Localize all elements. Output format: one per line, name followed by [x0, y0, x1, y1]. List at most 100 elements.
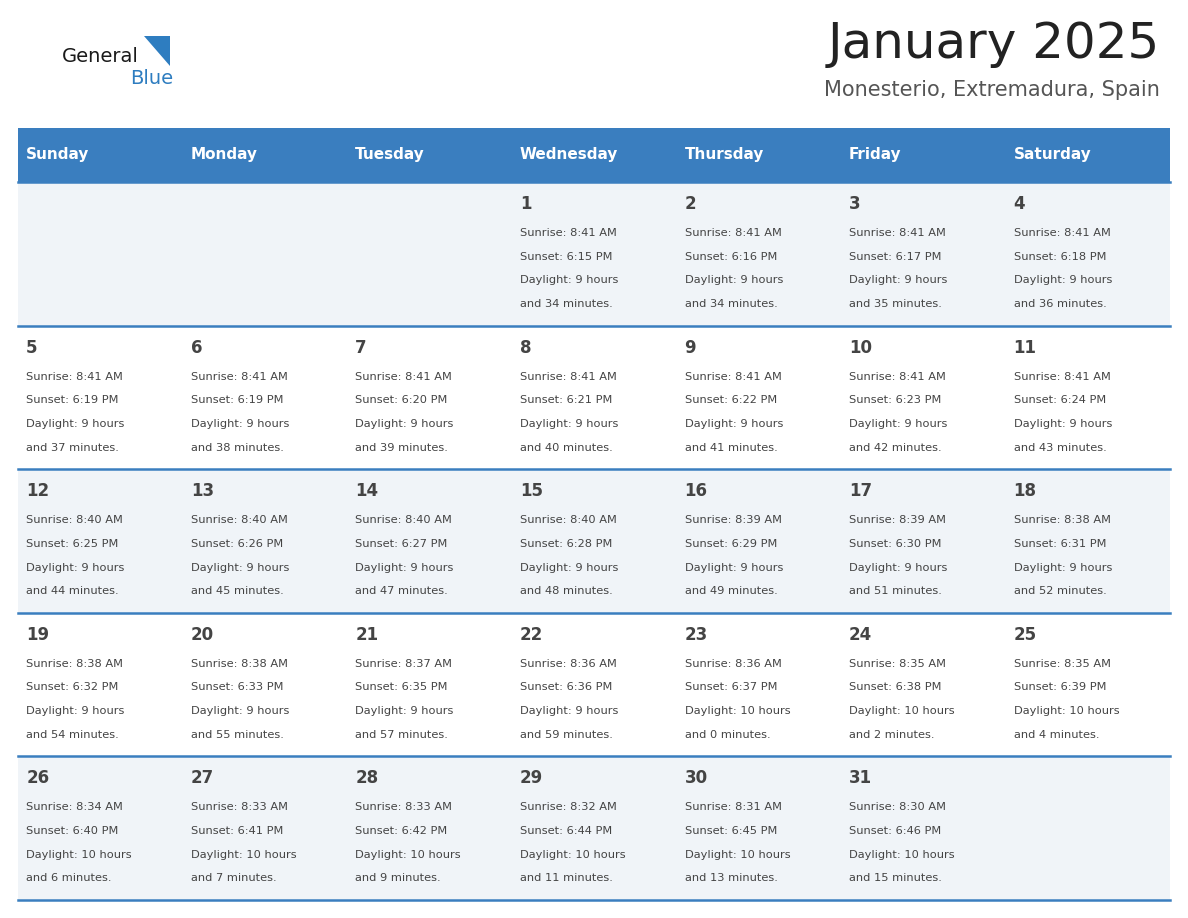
Text: Monesterio, Extremadura, Spain: Monesterio, Extremadura, Spain	[824, 80, 1159, 100]
Text: Daylight: 9 hours: Daylight: 9 hours	[26, 419, 125, 429]
Text: Sunset: 6:20 PM: Sunset: 6:20 PM	[355, 396, 448, 405]
Text: Sunrise: 8:33 AM: Sunrise: 8:33 AM	[355, 802, 453, 812]
Text: Sunset: 6:26 PM: Sunset: 6:26 PM	[191, 539, 283, 549]
Text: and 7 minutes.: and 7 minutes.	[191, 873, 277, 883]
Text: Daylight: 9 hours: Daylight: 9 hours	[191, 419, 289, 429]
Text: Wednesday: Wednesday	[520, 148, 618, 162]
Bar	[512, 469, 676, 613]
Text: Sunrise: 8:39 AM: Sunrise: 8:39 AM	[684, 515, 782, 525]
Text: and 52 minutes.: and 52 minutes.	[1013, 587, 1106, 596]
Text: Sunrise: 8:36 AM: Sunrise: 8:36 AM	[684, 659, 782, 668]
Text: 18: 18	[1013, 482, 1037, 500]
Text: Sunset: 6:17 PM: Sunset: 6:17 PM	[849, 252, 942, 262]
Text: Sunrise: 8:41 AM: Sunrise: 8:41 AM	[684, 228, 782, 238]
Text: Sunrise: 8:41 AM: Sunrise: 8:41 AM	[191, 372, 287, 382]
Text: and 4 minutes.: and 4 minutes.	[1013, 730, 1099, 740]
Text: Sunset: 6:32 PM: Sunset: 6:32 PM	[26, 682, 119, 692]
Text: Daylight: 10 hours: Daylight: 10 hours	[684, 706, 790, 716]
Text: 3: 3	[849, 195, 861, 213]
Text: 23: 23	[684, 626, 708, 644]
Text: Daylight: 9 hours: Daylight: 9 hours	[684, 275, 783, 285]
Bar	[841, 326, 1005, 469]
Text: Sunrise: 8:30 AM: Sunrise: 8:30 AM	[849, 802, 946, 812]
Text: Sunrise: 8:41 AM: Sunrise: 8:41 AM	[684, 372, 782, 382]
Text: 21: 21	[355, 626, 379, 644]
Bar	[347, 469, 512, 613]
Text: and 41 minutes.: and 41 minutes.	[684, 442, 777, 453]
Text: Daylight: 9 hours: Daylight: 9 hours	[355, 563, 454, 573]
Text: 5: 5	[26, 339, 38, 356]
Text: Daylight: 10 hours: Daylight: 10 hours	[26, 850, 132, 860]
Text: 4: 4	[1013, 195, 1025, 213]
Text: Sunrise: 8:31 AM: Sunrise: 8:31 AM	[684, 802, 782, 812]
Text: Sunset: 6:42 PM: Sunset: 6:42 PM	[355, 826, 448, 836]
Text: Daylight: 9 hours: Daylight: 9 hours	[355, 706, 454, 716]
Text: and 34 minutes.: and 34 minutes.	[520, 299, 613, 309]
Text: Sunrise: 8:40 AM: Sunrise: 8:40 AM	[191, 515, 287, 525]
Text: Daylight: 9 hours: Daylight: 9 hours	[520, 563, 618, 573]
Text: 15: 15	[520, 482, 543, 500]
Bar	[512, 756, 676, 900]
Text: 13: 13	[191, 482, 214, 500]
Text: 2: 2	[684, 195, 696, 213]
Text: Sunset: 6:27 PM: Sunset: 6:27 PM	[355, 539, 448, 549]
Text: Sunset: 6:38 PM: Sunset: 6:38 PM	[849, 682, 942, 692]
Text: 22: 22	[520, 626, 543, 644]
Bar	[18, 326, 183, 469]
Text: Sunrise: 8:40 AM: Sunrise: 8:40 AM	[355, 515, 453, 525]
Text: 12: 12	[26, 482, 50, 500]
Text: and 11 minutes.: and 11 minutes.	[520, 873, 613, 883]
Text: Daylight: 9 hours: Daylight: 9 hours	[1013, 275, 1112, 285]
Text: and 34 minutes.: and 34 minutes.	[684, 299, 777, 309]
Bar	[841, 182, 1005, 326]
Text: Daylight: 9 hours: Daylight: 9 hours	[1013, 419, 1112, 429]
Bar	[183, 613, 347, 756]
Text: Sunset: 6:15 PM: Sunset: 6:15 PM	[520, 252, 613, 262]
Text: Sunset: 6:24 PM: Sunset: 6:24 PM	[1013, 396, 1106, 405]
Text: January 2025: January 2025	[828, 20, 1159, 68]
Text: and 49 minutes.: and 49 minutes.	[684, 587, 777, 596]
Text: Sunrise: 8:36 AM: Sunrise: 8:36 AM	[520, 659, 617, 668]
Text: 24: 24	[849, 626, 872, 644]
Text: 17: 17	[849, 482, 872, 500]
Text: Sunset: 6:44 PM: Sunset: 6:44 PM	[520, 826, 612, 836]
Text: and 48 minutes.: and 48 minutes.	[520, 587, 613, 596]
Bar	[512, 326, 676, 469]
Text: Daylight: 9 hours: Daylight: 9 hours	[520, 419, 618, 429]
Text: 9: 9	[684, 339, 696, 356]
Bar	[512, 613, 676, 756]
Bar	[347, 613, 512, 756]
Text: Daylight: 10 hours: Daylight: 10 hours	[1013, 706, 1119, 716]
Text: Sunset: 6:33 PM: Sunset: 6:33 PM	[191, 682, 283, 692]
Bar	[347, 326, 512, 469]
Text: Daylight: 9 hours: Daylight: 9 hours	[520, 706, 618, 716]
Text: 25: 25	[1013, 626, 1037, 644]
Bar	[347, 756, 512, 900]
Text: and 44 minutes.: and 44 minutes.	[26, 587, 119, 596]
Text: and 55 minutes.: and 55 minutes.	[191, 730, 284, 740]
Bar	[841, 756, 1005, 900]
Bar	[1005, 182, 1170, 326]
Text: Daylight: 9 hours: Daylight: 9 hours	[26, 563, 125, 573]
Text: Sunset: 6:23 PM: Sunset: 6:23 PM	[849, 396, 941, 405]
Text: Sunrise: 8:41 AM: Sunrise: 8:41 AM	[849, 228, 946, 238]
Text: and 42 minutes.: and 42 minutes.	[849, 442, 942, 453]
Text: and 39 minutes.: and 39 minutes.	[355, 442, 448, 453]
Text: Friday: Friday	[849, 148, 902, 162]
Bar	[183, 756, 347, 900]
Text: 7: 7	[355, 339, 367, 356]
Text: and 51 minutes.: and 51 minutes.	[849, 587, 942, 596]
Text: and 59 minutes.: and 59 minutes.	[520, 730, 613, 740]
Text: Daylight: 9 hours: Daylight: 9 hours	[191, 563, 289, 573]
Text: Sunrise: 8:41 AM: Sunrise: 8:41 AM	[849, 372, 946, 382]
Text: Sunset: 6:22 PM: Sunset: 6:22 PM	[684, 396, 777, 405]
Text: Daylight: 9 hours: Daylight: 9 hours	[684, 563, 783, 573]
Bar	[676, 756, 841, 900]
Text: Daylight: 9 hours: Daylight: 9 hours	[355, 419, 454, 429]
Text: and 38 minutes.: and 38 minutes.	[191, 442, 284, 453]
Text: Sunset: 6:28 PM: Sunset: 6:28 PM	[520, 539, 612, 549]
Text: Sunrise: 8:35 AM: Sunrise: 8:35 AM	[1013, 659, 1111, 668]
Text: Daylight: 10 hours: Daylight: 10 hours	[684, 850, 790, 860]
Text: 31: 31	[849, 769, 872, 788]
Text: Sunset: 6:45 PM: Sunset: 6:45 PM	[684, 826, 777, 836]
